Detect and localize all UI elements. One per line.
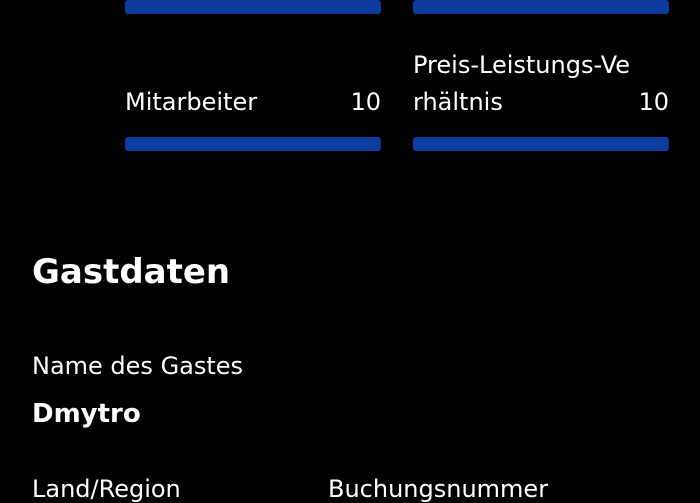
rating-bar (125, 137, 381, 151)
top-bar (413, 0, 669, 14)
rating-bar (413, 137, 669, 151)
rating-label: Preis-Leistungs-Verhältnis (413, 51, 631, 116)
field-label: Name des Gastes (32, 352, 244, 380)
rating-score: 10 (350, 88, 381, 116)
top-bar (125, 0, 381, 14)
section-title: Gastdaten (32, 252, 231, 292)
field-label: Land/Region (32, 475, 181, 503)
field-value: Dmytro (32, 399, 141, 429)
field-label: Buchungsnummer (328, 475, 549, 503)
rating-score: 10 (638, 88, 669, 116)
rating-label: Mitarbeiter (125, 88, 258, 116)
